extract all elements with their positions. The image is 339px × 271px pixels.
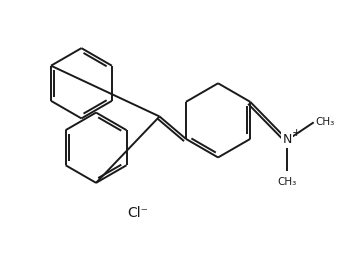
Text: CH₃: CH₃ — [316, 117, 335, 127]
Text: CH₃: CH₃ — [278, 177, 297, 187]
Text: N: N — [283, 133, 292, 146]
Text: Cl⁻: Cl⁻ — [127, 206, 148, 220]
Text: +: + — [292, 128, 301, 138]
